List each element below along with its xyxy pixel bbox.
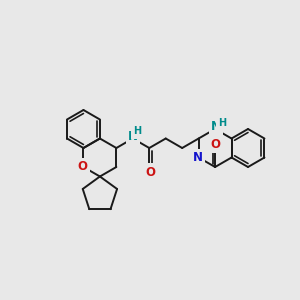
Text: O: O — [77, 160, 88, 173]
Text: N: N — [128, 130, 138, 143]
Text: O: O — [210, 137, 220, 151]
Text: N: N — [193, 151, 202, 164]
Text: N: N — [211, 121, 221, 134]
Text: H: H — [218, 118, 226, 128]
Text: H: H — [133, 127, 141, 136]
Text: O: O — [145, 166, 155, 178]
